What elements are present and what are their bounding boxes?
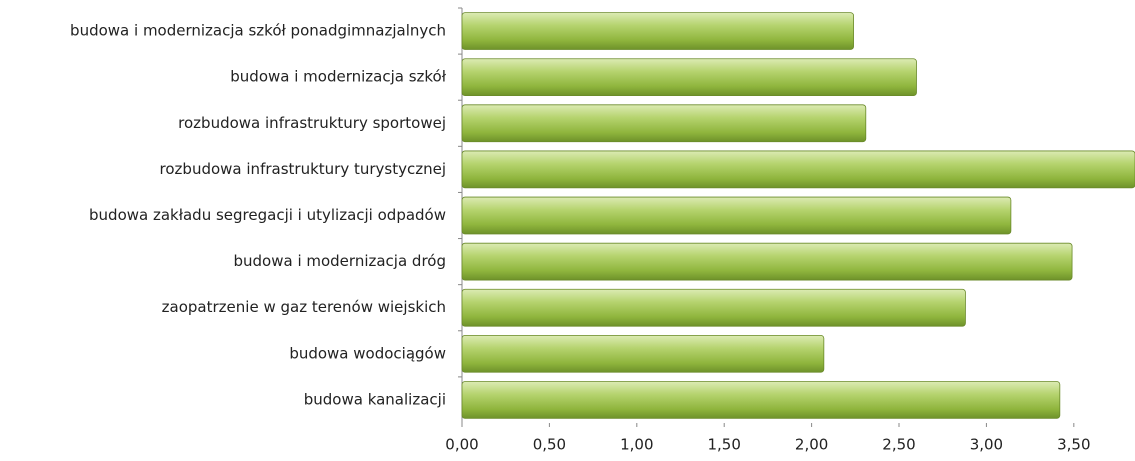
y-tick-label: rozbudowa infrastruktury turystycznej <box>160 160 446 178</box>
y-tick-label: zaopatrzenie w gaz terenów wiejskich <box>162 298 446 316</box>
x-tick-label: 1,50 <box>708 436 741 454</box>
x-tick-label: 2,50 <box>882 436 915 454</box>
y-tick-label: budowa kanalizacji <box>304 390 446 408</box>
bar <box>461 58 917 97</box>
bar <box>461 12 854 50</box>
x-tick-label: 2,00 <box>795 436 828 454</box>
y-tick-label: budowa zakładu segregacji i utylizacji o… <box>89 206 446 224</box>
y-tick-label: rozbudowa infrastruktury sportowej <box>178 114 446 132</box>
y-tick-label: budowa i modernizacja szkół ponadgimnazj… <box>70 22 446 40</box>
bar <box>461 381 1061 419</box>
bar <box>461 104 867 143</box>
x-tick-label: 0,50 <box>533 436 566 454</box>
bar <box>461 242 1073 281</box>
y-tick-label: budowa i modernizacja szkół <box>230 68 446 86</box>
x-tick-label: 0,00 <box>445 436 478 454</box>
bar <box>461 150 1135 189</box>
x-tick-label: 3,00 <box>970 436 1003 454</box>
x-tick-label: 1,00 <box>620 436 653 454</box>
bar <box>461 196 1012 235</box>
y-tick-label: budowa i modernizacja dróg <box>233 252 446 270</box>
bar <box>461 288 966 327</box>
x-tick-label: 3,50 <box>1057 436 1090 454</box>
bar <box>461 334 825 373</box>
y-tick-label: budowa wodociągów <box>289 344 446 362</box>
